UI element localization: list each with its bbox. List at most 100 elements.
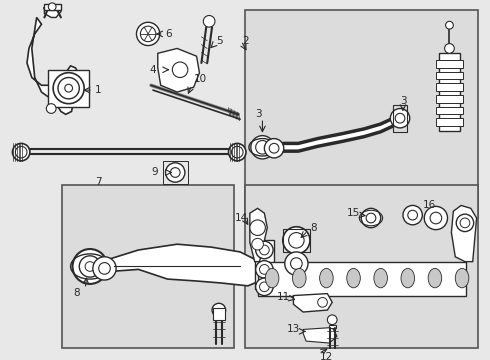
Bar [439, 53, 460, 131]
Text: 3: 3 [400, 96, 407, 106]
Text: 12: 12 [319, 352, 333, 360]
Text: 14: 14 [235, 213, 248, 223]
Ellipse shape [266, 269, 279, 288]
Text: 16: 16 [422, 201, 436, 211]
Circle shape [361, 208, 381, 228]
Circle shape [256, 278, 273, 296]
Circle shape [283, 227, 310, 254]
Bar [62, 185, 234, 348]
Circle shape [53, 73, 84, 104]
Circle shape [289, 233, 304, 248]
Polygon shape [303, 328, 337, 343]
Ellipse shape [428, 269, 441, 288]
Text: 4: 4 [149, 65, 156, 75]
Circle shape [408, 210, 417, 220]
Text: 13: 13 [287, 324, 300, 334]
Circle shape [456, 214, 474, 231]
Circle shape [171, 168, 180, 177]
Bar [255, 240, 274, 289]
Bar [283, 229, 310, 252]
Ellipse shape [455, 269, 469, 288]
Circle shape [166, 163, 185, 182]
Bar [436, 60, 463, 68]
Ellipse shape [374, 269, 388, 288]
Circle shape [85, 262, 95, 271]
Circle shape [291, 258, 302, 269]
Text: 8: 8 [310, 223, 317, 233]
Circle shape [327, 315, 337, 325]
Text: 1: 1 [95, 85, 101, 95]
Circle shape [65, 84, 73, 92]
Bar [163, 161, 188, 184]
Circle shape [93, 257, 116, 280]
Polygon shape [158, 49, 199, 92]
Circle shape [256, 241, 273, 259]
Circle shape [391, 108, 410, 128]
Circle shape [228, 143, 246, 161]
Circle shape [395, 113, 405, 123]
Circle shape [256, 140, 269, 154]
Bar [436, 72, 463, 80]
Circle shape [12, 143, 30, 161]
Text: 5: 5 [216, 36, 222, 46]
Circle shape [269, 143, 279, 153]
Bar [213, 308, 224, 320]
Circle shape [212, 303, 225, 317]
Circle shape [49, 3, 56, 11]
Circle shape [47, 104, 56, 113]
Text: 15: 15 [347, 208, 360, 218]
Text: 8: 8 [74, 288, 80, 298]
Text: 11: 11 [277, 292, 290, 302]
Polygon shape [27, 17, 78, 114]
Circle shape [172, 62, 188, 77]
Circle shape [445, 21, 453, 29]
Circle shape [203, 15, 215, 27]
Circle shape [231, 146, 243, 158]
Circle shape [98, 262, 110, 274]
Bar [45, 4, 61, 10]
Bar [436, 107, 463, 114]
Bar [245, 10, 478, 218]
Circle shape [366, 213, 376, 223]
Text: 6: 6 [166, 29, 172, 39]
Bar [436, 83, 463, 91]
Polygon shape [107, 244, 267, 286]
Text: 10: 10 [194, 75, 207, 85]
Circle shape [424, 206, 447, 230]
Circle shape [260, 265, 269, 274]
Circle shape [430, 212, 441, 224]
Bar [436, 118, 463, 126]
Bar [329, 325, 336, 328]
Circle shape [73, 249, 107, 284]
Polygon shape [45, 5, 61, 17]
Bar [258, 262, 466, 296]
Bar [49, 70, 89, 107]
Polygon shape [250, 208, 267, 262]
Bar [393, 105, 407, 132]
Circle shape [252, 238, 264, 250]
Circle shape [265, 139, 284, 158]
Circle shape [260, 282, 269, 292]
Ellipse shape [293, 269, 306, 288]
Circle shape [285, 252, 308, 275]
Circle shape [58, 77, 79, 99]
Circle shape [260, 245, 269, 255]
Circle shape [444, 44, 454, 53]
Circle shape [140, 26, 156, 42]
Circle shape [15, 146, 27, 158]
Circle shape [79, 256, 100, 277]
Circle shape [250, 220, 266, 235]
Circle shape [251, 136, 274, 159]
Text: 7: 7 [95, 177, 101, 187]
Ellipse shape [319, 269, 333, 288]
Text: 3: 3 [255, 109, 261, 120]
Circle shape [460, 218, 470, 228]
Circle shape [403, 206, 422, 225]
Ellipse shape [347, 269, 360, 288]
Text: 9: 9 [151, 167, 158, 177]
Ellipse shape [401, 269, 415, 288]
Polygon shape [294, 294, 332, 312]
Circle shape [256, 261, 273, 278]
Text: 2: 2 [242, 36, 249, 46]
Circle shape [318, 297, 327, 307]
